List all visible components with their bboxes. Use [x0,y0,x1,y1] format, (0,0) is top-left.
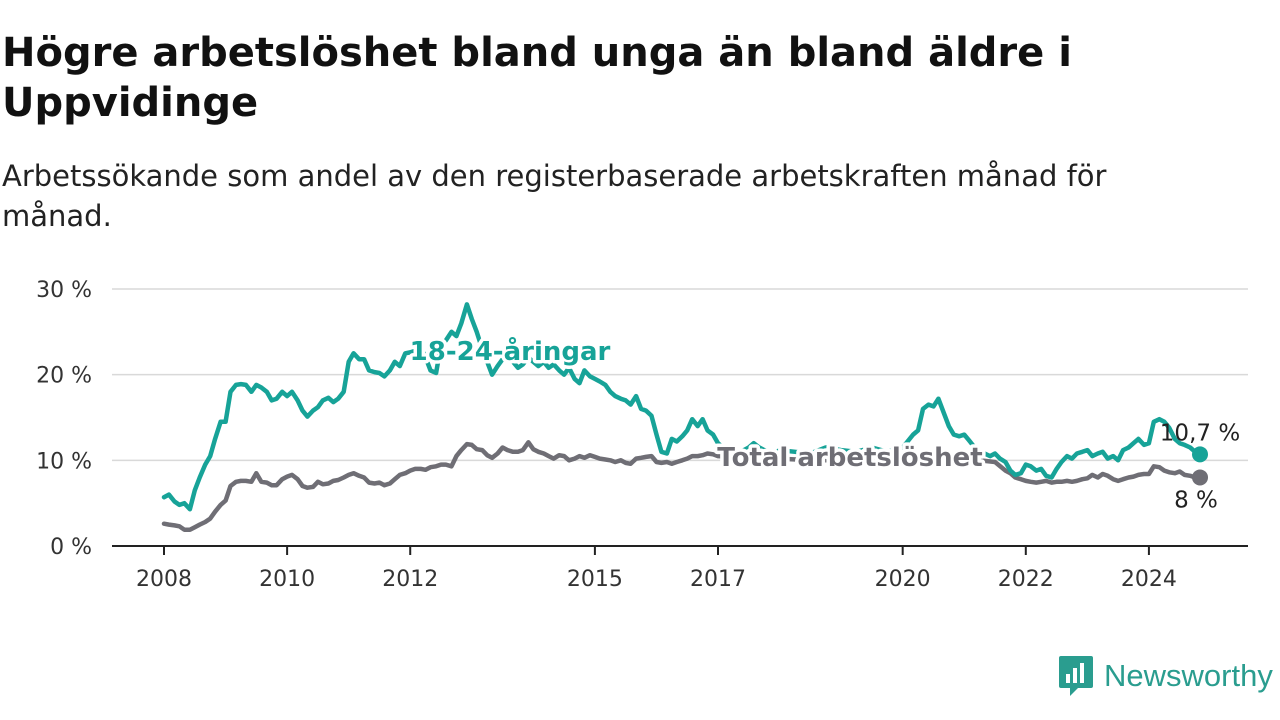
x-tick-label: 2020 [875,567,931,592]
series-lines [161,302,1208,532]
series-label-total: Total arbetslöshet [717,443,982,473]
x-tick-label: 2008 [136,567,192,592]
newsworthy-logo: Newsworthy [1058,654,1273,698]
x-tick-label: 2012 [382,567,438,592]
x-axis: 2008 2010 2012 2015 2017 2020 2022 2024 [112,545,1248,592]
newsworthy-logo-icon [1059,656,1093,696]
series-end-point-0 [1192,446,1208,463]
y-tick-label: 10 % [36,449,92,474]
x-tick-label: 2015 [567,567,623,592]
y-axis-ticks: 0 % 10 % 20 % 30 % [36,278,92,560]
y-tick-label: 30 % [36,278,92,303]
chart-subtitle: Arbetssökande som andel av den registerb… [2,159,1107,233]
x-tick-label: 2024 [1121,567,1177,592]
series-label-youth: 18-24-åringar [410,335,611,367]
end-value-label-youth: 10,7 % [1160,420,1240,446]
series-labels: 18-24-åringar Total arbetslöshet 10,7 % 8 % [406,332,1240,514]
series-line-1 [161,440,1203,532]
x-tick-label: 2022 [998,567,1054,592]
y-tick-label: 0 % [50,535,92,560]
chart-title: Högre arbetslöshet bland unga än bland ä… [2,30,1072,126]
grid-lines [112,288,1248,462]
y-tick-label: 20 % [36,364,92,389]
x-tick-label: 2010 [259,567,315,592]
x-tick-label: 2017 [690,567,746,592]
end-value-label-total: 8 % [1174,487,1218,513]
series-end-point-1 [1192,469,1208,486]
newsworthy-logo-text: Newsworthy [1104,658,1273,693]
series-line-0 [161,302,1203,512]
